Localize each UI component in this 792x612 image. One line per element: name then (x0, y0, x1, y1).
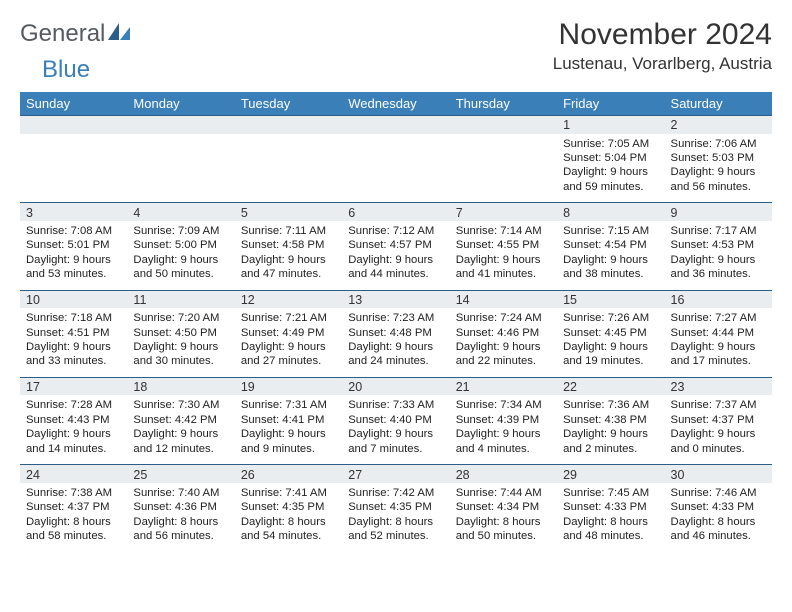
day-number: 22 (557, 377, 664, 395)
calendar-table: Sunday Monday Tuesday Wednesday Thursday… (20, 92, 772, 552)
day-detail: Sunrise: 7:08 AMSunset: 5:01 PMDaylight:… (20, 221, 127, 290)
day-number: 27 (342, 465, 449, 483)
day-number (235, 116, 342, 134)
day-detail: Sunrise: 7:41 AMSunset: 4:35 PMDaylight:… (235, 483, 342, 552)
day-number: 5 (235, 203, 342, 221)
day-detail: Sunrise: 7:27 AMSunset: 4:44 PMDaylight:… (665, 308, 772, 377)
day-detail: Sunrise: 7:34 AMSunset: 4:39 PMDaylight:… (450, 395, 557, 464)
day-number (127, 116, 234, 134)
day-detail (450, 134, 557, 203)
day-number: 1 (557, 116, 664, 134)
weekday-header: Monday (127, 92, 234, 116)
day-number-row: 24252627282930 (20, 465, 772, 483)
day-number: 17 (20, 377, 127, 395)
weekday-header: Tuesday (235, 92, 342, 116)
day-number: 23 (665, 377, 772, 395)
day-detail-row: Sunrise: 7:28 AMSunset: 4:43 PMDaylight:… (20, 395, 772, 464)
day-detail: Sunrise: 7:40 AMSunset: 4:36 PMDaylight:… (127, 483, 234, 552)
day-number: 10 (20, 290, 127, 308)
day-detail-row: Sunrise: 7:38 AMSunset: 4:37 PMDaylight:… (20, 483, 772, 552)
day-detail: Sunrise: 7:28 AMSunset: 4:43 PMDaylight:… (20, 395, 127, 464)
day-number: 15 (557, 290, 664, 308)
day-number: 9 (665, 203, 772, 221)
day-number: 14 (450, 290, 557, 308)
day-detail: Sunrise: 7:15 AMSunset: 4:54 PMDaylight:… (557, 221, 664, 290)
day-number: 24 (20, 465, 127, 483)
day-detail: Sunrise: 7:21 AMSunset: 4:49 PMDaylight:… (235, 308, 342, 377)
day-number: 12 (235, 290, 342, 308)
day-number: 28 (450, 465, 557, 483)
day-detail: Sunrise: 7:24 AMSunset: 4:46 PMDaylight:… (450, 308, 557, 377)
location-text: Lustenau, Vorarlberg, Austria (553, 54, 772, 74)
title-block: November 2024 Lustenau, Vorarlberg, Aust… (553, 18, 772, 74)
day-detail: Sunrise: 7:33 AMSunset: 4:40 PMDaylight:… (342, 395, 449, 464)
day-detail-row: Sunrise: 7:05 AMSunset: 5:04 PMDaylight:… (20, 134, 772, 203)
day-number: 3 (20, 203, 127, 221)
day-detail (20, 134, 127, 203)
weekday-header: Sunday (20, 92, 127, 116)
weekday-header-row: Sunday Monday Tuesday Wednesday Thursday… (20, 92, 772, 116)
day-number (20, 116, 127, 134)
day-detail: Sunrise: 7:45 AMSunset: 4:33 PMDaylight:… (557, 483, 664, 552)
day-number: 25 (127, 465, 234, 483)
day-detail: Sunrise: 7:20 AMSunset: 4:50 PMDaylight:… (127, 308, 234, 377)
day-number: 30 (665, 465, 772, 483)
day-detail: Sunrise: 7:30 AMSunset: 4:42 PMDaylight:… (127, 395, 234, 464)
day-detail: Sunrise: 7:17 AMSunset: 4:53 PMDaylight:… (665, 221, 772, 290)
day-number: 13 (342, 290, 449, 308)
day-detail: Sunrise: 7:44 AMSunset: 4:34 PMDaylight:… (450, 483, 557, 552)
day-number-row: 10111213141516 (20, 290, 772, 308)
day-detail: Sunrise: 7:36 AMSunset: 4:38 PMDaylight:… (557, 395, 664, 464)
weekday-header: Friday (557, 92, 664, 116)
day-detail: Sunrise: 7:38 AMSunset: 4:37 PMDaylight:… (20, 483, 127, 552)
logo-sail-icon (108, 23, 130, 46)
day-number: 19 (235, 377, 342, 395)
day-detail: Sunrise: 7:23 AMSunset: 4:48 PMDaylight:… (342, 308, 449, 377)
day-detail: Sunrise: 7:46 AMSunset: 4:33 PMDaylight:… (665, 483, 772, 552)
day-detail: Sunrise: 7:18 AMSunset: 4:51 PMDaylight:… (20, 308, 127, 377)
day-detail-row: Sunrise: 7:18 AMSunset: 4:51 PMDaylight:… (20, 308, 772, 377)
day-number (450, 116, 557, 134)
day-number-row: 12 (20, 116, 772, 134)
day-number: 21 (450, 377, 557, 395)
day-number: 4 (127, 203, 234, 221)
day-detail: Sunrise: 7:31 AMSunset: 4:41 PMDaylight:… (235, 395, 342, 464)
day-number-row: 3456789 (20, 203, 772, 221)
month-title: November 2024 (553, 18, 772, 52)
day-detail: Sunrise: 7:37 AMSunset: 4:37 PMDaylight:… (665, 395, 772, 464)
day-detail: Sunrise: 7:11 AMSunset: 4:58 PMDaylight:… (235, 221, 342, 290)
day-number: 29 (557, 465, 664, 483)
day-number: 26 (235, 465, 342, 483)
day-number: 16 (665, 290, 772, 308)
day-detail (127, 134, 234, 203)
day-number: 20 (342, 377, 449, 395)
weekday-header: Wednesday (342, 92, 449, 116)
day-detail: Sunrise: 7:12 AMSunset: 4:57 PMDaylight:… (342, 221, 449, 290)
calendar-body: 12Sunrise: 7:05 AMSunset: 5:04 PMDayligh… (20, 116, 772, 552)
day-number: 7 (450, 203, 557, 221)
brand-logo: General (20, 20, 130, 48)
weekday-header: Saturday (665, 92, 772, 116)
day-detail: Sunrise: 7:26 AMSunset: 4:45 PMDaylight:… (557, 308, 664, 377)
day-detail: Sunrise: 7:06 AMSunset: 5:03 PMDaylight:… (665, 134, 772, 203)
day-number (342, 116, 449, 134)
day-number: 2 (665, 116, 772, 134)
brand-blue: Blue (42, 56, 90, 83)
day-detail: Sunrise: 7:14 AMSunset: 4:55 PMDaylight:… (450, 221, 557, 290)
day-detail (342, 134, 449, 203)
day-detail (235, 134, 342, 203)
day-detail: Sunrise: 7:09 AMSunset: 5:00 PMDaylight:… (127, 221, 234, 290)
day-number: 6 (342, 203, 449, 221)
brand-general: General (20, 20, 105, 48)
day-number-row: 17181920212223 (20, 377, 772, 395)
day-detail-row: Sunrise: 7:08 AMSunset: 5:01 PMDaylight:… (20, 221, 772, 290)
day-detail: Sunrise: 7:42 AMSunset: 4:35 PMDaylight:… (342, 483, 449, 552)
day-detail: Sunrise: 7:05 AMSunset: 5:04 PMDaylight:… (557, 134, 664, 203)
day-number: 8 (557, 203, 664, 221)
day-number: 11 (127, 290, 234, 308)
day-number: 18 (127, 377, 234, 395)
weekday-header: Thursday (450, 92, 557, 116)
